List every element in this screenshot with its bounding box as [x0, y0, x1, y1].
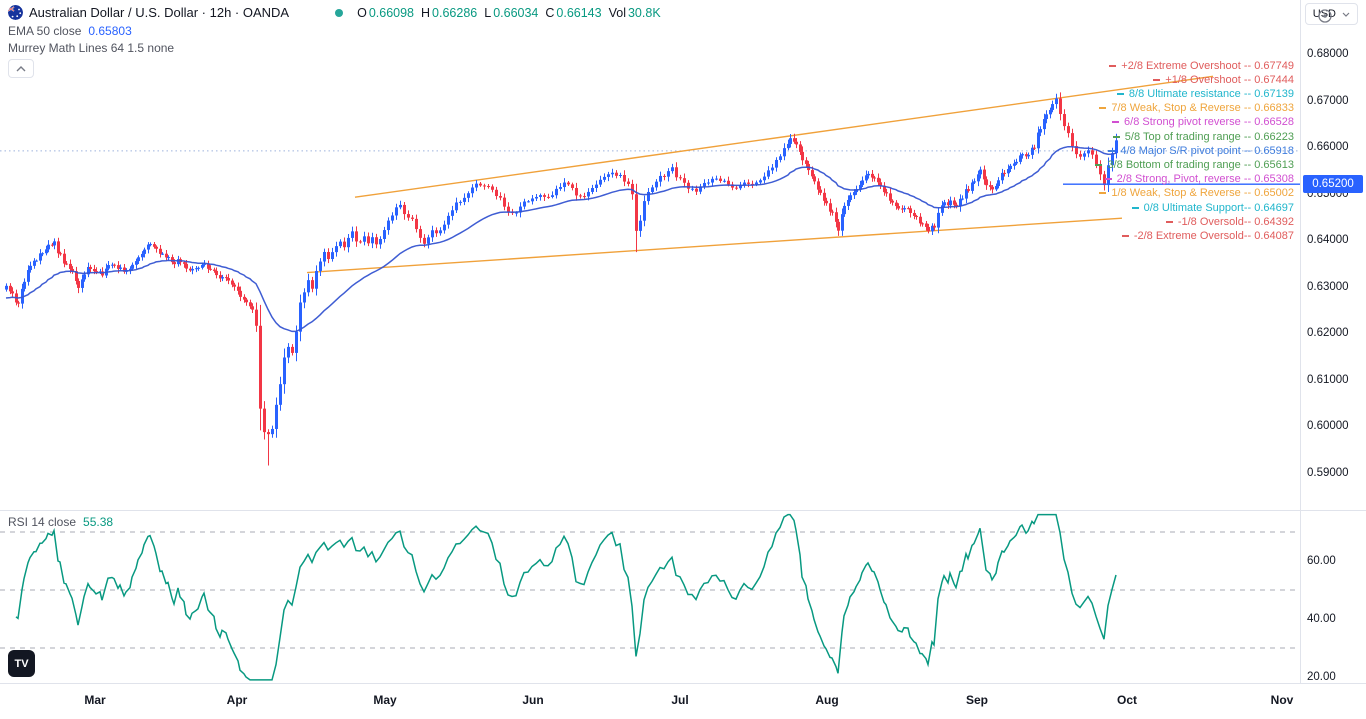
time-axis-month-label: May — [373, 693, 397, 707]
symbol-title[interactable]: Australian Dollar / U.S. Dollar · 12h · … — [29, 5, 290, 20]
price-axis-label: 0.63000 — [1307, 280, 1349, 293]
close-value: 0.66143 — [556, 5, 602, 20]
low-value: 0.66034 — [493, 5, 539, 20]
ray-price-label-badge: 0.65200 — [1303, 175, 1363, 194]
tradingview-logo[interactable]: TV — [8, 650, 35, 677]
low-label: L — [484, 5, 492, 20]
open-value: 0.66098 — [368, 5, 415, 20]
time-axis-month-label: Mar — [84, 693, 106, 707]
price-axis-label: 0.59000 — [1307, 466, 1349, 479]
chevron-down-icon — [1342, 12, 1350, 17]
price-axis-label: 0.64000 — [1307, 234, 1349, 246]
time-axis-month-label: Jun — [522, 693, 544, 707]
ema-value: 0.65803 — [88, 24, 132, 38]
collapse-legend-button[interactable] — [8, 59, 34, 78]
price-axis-label: 0.60000 — [1307, 420, 1349, 432]
price-axis[interactable]: 0.68000 0.67000 0.66000 0.65000 0.64000 0.630… — [1301, 0, 1366, 683]
price-axis-label: 0.67000 — [1307, 94, 1349, 107]
close-label: C — [545, 5, 555, 20]
rsi-value: 55.38 — [83, 515, 114, 529]
price-axis-label: 0.66000 — [1307, 141, 1349, 153]
volume-label: Vol — [608, 5, 626, 20]
rsi-indicator-legend[interactable]: RSI 14 close 55.38 — [8, 515, 113, 529]
price-axis-label: 0.62000 — [1307, 327, 1349, 339]
time-axis[interactable]: Mar Apr May Jun Jul Aug Sep Oct Nov — [0, 684, 1366, 719]
rsi-axis-label: 40.00 — [1307, 613, 1336, 625]
ema-indicator-legend[interactable]: EMA 50 close 0.65803 — [8, 24, 132, 38]
price-axis-label: 0.61000 — [1307, 373, 1349, 386]
time-axis-settings-icon[interactable] — [1316, 7, 1334, 25]
rsi-label: RSI 14 close — [8, 515, 77, 529]
chevron-up-icon — [16, 65, 26, 71]
time-axis-divider — [0, 683, 1366, 684]
time-axis-month-label: Nov — [1270, 693, 1294, 707]
time-axis-month-label: Apr — [226, 693, 248, 707]
time-axis-month-label: Jul — [671, 693, 689, 707]
ohlc-values: O 0.66098 H 0.66286 L 0.66034 C 0.66143 Vol 3… — [357, 6, 661, 20]
volume-value: 30.8K — [627, 5, 661, 20]
price-axis-divider — [1300, 0, 1301, 684]
australia-flag-icon — [8, 5, 23, 20]
symbol-legend[interactable]: Australian Dollar / U.S. Dollar · 12h · … — [8, 5, 661, 20]
rsi-chart-canvas[interactable] — [0, 513, 1300, 683]
ema-label: EMA 50 close — [8, 24, 82, 38]
price-chart-canvas[interactable] — [0, 0, 1300, 513]
market-status-dot[interactable] — [335, 8, 344, 17]
tradingview-logo-mark: TV — [14, 657, 29, 670]
high-value: 0.66286 — [432, 5, 478, 20]
open-label: O — [357, 5, 367, 20]
pane-divider[interactable] — [0, 510, 1366, 511]
murrey-label: Murrey Math Lines 64 1.5 none — [8, 41, 175, 55]
price-axis-label: 0.68000 — [1307, 48, 1349, 60]
murrey-indicator-legend[interactable]: Murrey Math Lines 64 1.5 none — [8, 41, 174, 55]
high-label: H — [421, 5, 431, 20]
rsi-axis-label: 20.00 — [1307, 671, 1336, 683]
time-axis-month-label: Sep — [965, 693, 989, 707]
rsi-axis-label: 60.00 — [1307, 555, 1336, 567]
time-axis-month-label: Oct — [1116, 693, 1138, 707]
time-axis-month-label: Aug — [815, 693, 839, 707]
